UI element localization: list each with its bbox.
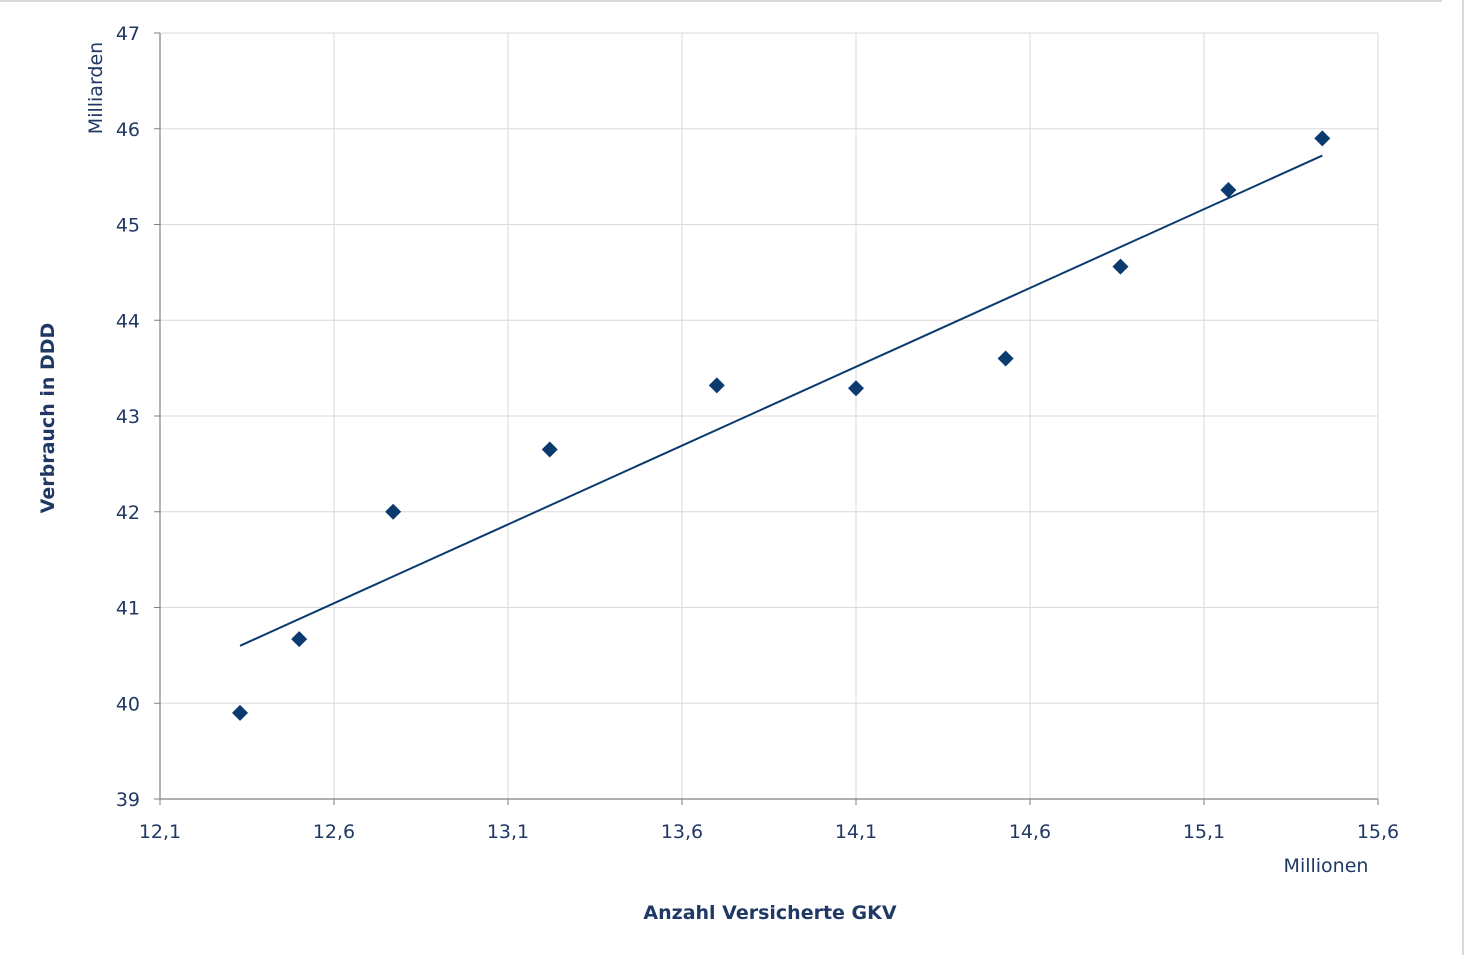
data-point-diamond: [1112, 258, 1129, 275]
data-point-diamond: [232, 704, 249, 721]
y-tick-label: 39: [116, 789, 140, 811]
x-tick-label: 14,1: [835, 821, 877, 843]
trendline-layer: [239, 154, 1323, 647]
x-unit-label: Millionen: [1284, 855, 1369, 877]
data-point-diamond: [385, 503, 402, 520]
data-point-diamond: [541, 441, 558, 458]
data-point-diamond: [291, 631, 308, 648]
x-tick-label: 13,1: [487, 821, 529, 843]
y-tick-label: 47: [116, 23, 140, 45]
data-point-diamond: [848, 380, 864, 397]
y-tick-label: 46: [116, 119, 140, 141]
x-tick-label: 12,6: [313, 821, 355, 843]
data-point-diamond: [997, 350, 1014, 367]
y-tick-label: 43: [116, 406, 140, 428]
y-tick-label: 41: [116, 598, 140, 620]
y-tick-label: 44: [116, 310, 140, 332]
x-tick-label: 12,1: [139, 821, 181, 843]
data-point-diamond: [708, 377, 725, 394]
points-layer: [232, 130, 1331, 721]
x-axis-title: Anzahl Versicherte GKV: [643, 902, 896, 924]
right-border-line: [1462, 0, 1464, 955]
axes-layer: [154, 32, 1379, 805]
y-tick-label: 42: [116, 502, 140, 524]
data-point-diamond: [1314, 130, 1331, 147]
trendline: [239, 154, 1323, 647]
y-unit-label: Milliarden: [85, 42, 107, 134]
ticks-layer: 39 40 41 42 43 44 45 46 47 12,1 12,6 13,1 13,6 14,1 14…: [116, 23, 1399, 843]
y-tick-label: 45: [116, 215, 140, 237]
data-point-diamond: [1220, 182, 1237, 199]
top-border-line: [0, 0, 1442, 2]
x-tick-label: 13,6: [661, 821, 703, 843]
x-tick-label: 15,6: [1357, 821, 1399, 843]
y-axis-title: Verbrauch in DDD: [37, 323, 59, 514]
y-tick-label: 40: [116, 693, 140, 715]
grid-layer: [159, 32, 1379, 800]
x-tick-label: 15,1: [1183, 821, 1225, 843]
x-tick-label: 14,6: [1009, 821, 1051, 843]
